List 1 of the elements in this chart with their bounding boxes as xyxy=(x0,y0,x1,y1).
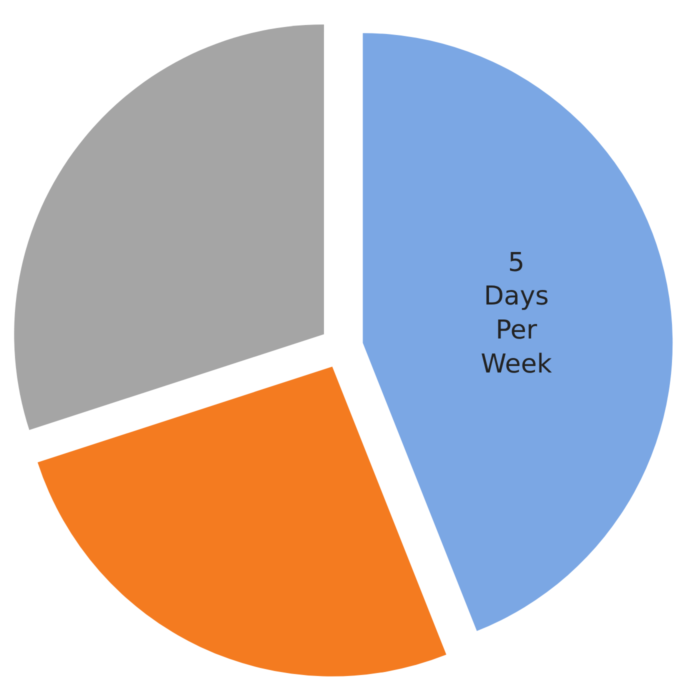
slice-label: 5 Days Per Week xyxy=(480,248,552,380)
